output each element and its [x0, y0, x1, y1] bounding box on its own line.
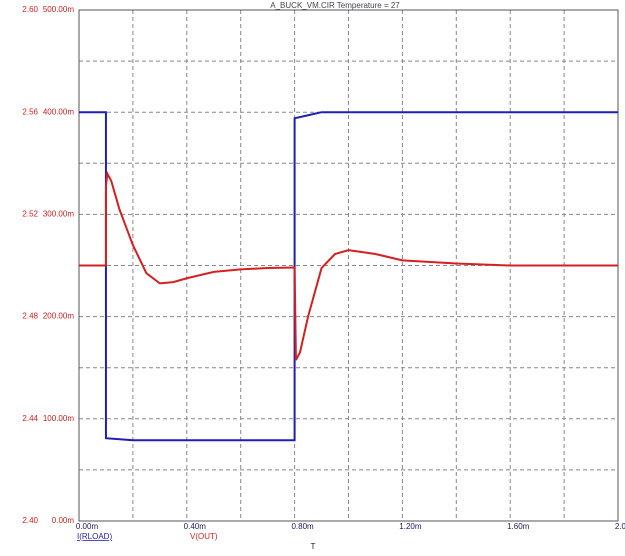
y2-tick-label: 2.44 — [22, 414, 38, 423]
x-axis-label: T — [311, 542, 316, 551]
y2-tick-label: 2.48 — [22, 312, 38, 321]
legend-label: V(OUT) — [190, 532, 218, 541]
x-tick-label: 1.20m — [399, 522, 422, 531]
y2-tick-label: 2.60 — [22, 5, 38, 14]
y-tick-label: 100.00m — [43, 414, 74, 423]
y-tick-label: 500.00m — [43, 5, 74, 14]
x-tick-label: 0.40m — [184, 522, 207, 531]
x-tick-label: 0.00m — [76, 522, 99, 531]
chart-title: A_BUCK_VM.CIR Temperature = 27 — [270, 1, 400, 10]
y2-tick-label: 2.40 — [22, 516, 38, 525]
series-line — [79, 170, 618, 361]
x-tick-label: 2.00m — [615, 522, 625, 531]
x-tick-label: 1.60m — [507, 522, 530, 531]
y2-tick-label: 2.56 — [22, 107, 38, 116]
legend-label: I(RLOAD) — [77, 532, 112, 541]
y-tick-label: 200.00m — [43, 312, 74, 321]
y-tick-label: 400.00m — [43, 107, 74, 116]
y-tick-label: 300.00m — [43, 210, 74, 219]
y-tick-label: 0.00m — [52, 516, 75, 525]
y2-tick-label: 2.52 — [22, 210, 38, 219]
x-tick-label: 0.80m — [291, 522, 314, 531]
